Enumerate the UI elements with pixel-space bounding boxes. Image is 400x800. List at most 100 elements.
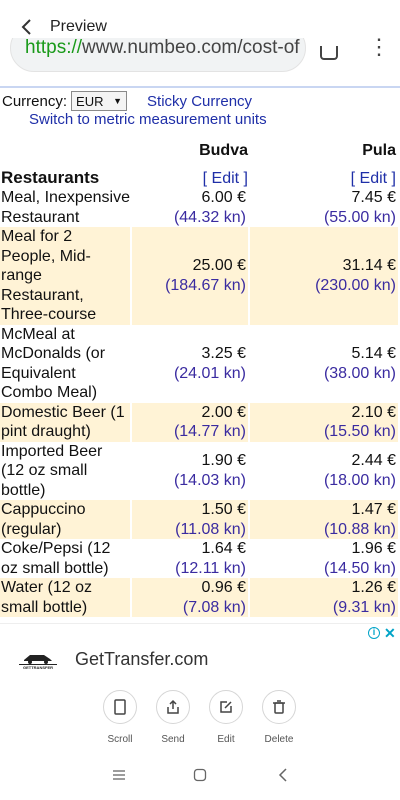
action-toolbar: Scroll Send Edit Delete [0, 690, 400, 752]
close-icon[interactable]: ✕ [384, 625, 396, 641]
price-budva-eur: 1.64 € [201, 540, 246, 557]
item-name-line: Combo Meal) [1, 384, 98, 401]
table-row: Water (12 oz small bottle) 0.96 € (7.08 kn)… [0, 578, 398, 617]
item-name-line: McMeal at [1, 325, 75, 343]
price-budva-eur: 0.96 € [201, 579, 246, 596]
price-budva: 2.00 € (14.77 kn) [132, 402, 250, 442]
item-name-line: Equivalent [1, 364, 76, 382]
price-pula: 1.26 € (9.31 kn) [250, 578, 398, 617]
svg-text:GETTRANSFER: GETTRANSFER [23, 665, 53, 670]
item-name-line: Domestic Beer (1 [1, 403, 125, 421]
gettransfer-logo: GETTRANSFER [19, 655, 57, 670]
price-budva-kn: (12.11 kn) [175, 559, 246, 577]
delete-button[interactable]: Delete [259, 690, 299, 745]
delete-label: Delete [264, 734, 294, 745]
currency-select[interactable]: EUR ▼ [71, 91, 128, 111]
trash-icon [262, 690, 296, 724]
price-pula-kn: (55.00 kn) [323, 208, 396, 226]
price-budva-eur: 6.00 € [201, 189, 246, 206]
item-name-line: (12 oz small [1, 462, 88, 479]
item-name-line: Coke/Pepsi (12 [1, 540, 111, 557]
price-budva-kn: (14.77 kn) [173, 423, 246, 440]
item-name-line: Three-course [1, 306, 97, 323]
price-pula: 1.96 € (14.50 kn) [250, 539, 398, 578]
price-budva-kn: (11.08 kn) [175, 520, 246, 538]
edit-label: Edit [217, 734, 235, 745]
price-budva: 1.50 € (11.08 kn) [132, 500, 250, 539]
tabs-icon[interactable] [320, 46, 338, 60]
item-name-line: Meal, Inexpensive [1, 189, 130, 206]
price-pula-eur: 1.96 € [351, 540, 396, 557]
price-pula-eur: 5.14 € [351, 345, 396, 362]
ad-text: GetTransfer.com [75, 649, 209, 669]
price-pula: 31.14 € (230.00 kn) [250, 227, 398, 325]
price-pula-kn: (15.50 kn) [323, 423, 396, 440]
ad-banner[interactable]: GETTRANSFER GetTransfer.com i ✕ [0, 623, 400, 687]
item-name-line: Restaurant [1, 208, 80, 226]
price-budva-kn: (14.03 kn) [173, 471, 246, 489]
table-row: Domestic Beer (1 pint draught) 2.00 € (14.7… [0, 402, 398, 442]
table-row: Meal for 2 People, Mid-range Restaurant, Th… [0, 227, 398, 325]
edit-budva-link[interactable]: [ Edit ] [202, 170, 248, 187]
currency-value: EUR [76, 93, 104, 109]
price-budva-kn: (7.08 kn) [182, 598, 246, 616]
chevron-left-icon[interactable] [6, 7, 46, 47]
price-budva-eur: 25.00 € [192, 257, 246, 275]
price-pula-kn: (10.88 kn) [323, 520, 396, 538]
metric-units-link[interactable]: Switch to metric measurement units [29, 111, 267, 128]
url-bar-area: https://www.numbeo.com/cost-of ⋮ [0, 38, 400, 88]
edit-pula-link[interactable]: [ Edit ] [350, 170, 396, 187]
edit-button[interactable]: Edit [206, 690, 246, 745]
price-pula-eur: 2.10 € [351, 403, 396, 421]
scroll-label: Scroll [107, 734, 133, 745]
item-name-line: Imported Beer [1, 442, 103, 460]
system-navigation [0, 758, 400, 800]
home-icon[interactable] [193, 768, 207, 787]
item-name: Imported Beer (12 oz small bottle) [0, 441, 132, 500]
item-name: McMeal at McDonalds (or Equivalent Combo Me… [0, 324, 132, 403]
item-name-line: small bottle) [1, 598, 88, 616]
price-budva: 0.96 € (7.08 kn) [132, 578, 250, 617]
recents-icon[interactable] [112, 768, 126, 786]
item-name: Meal, Inexpensive Restaurant [0, 188, 132, 227]
table-row: Imported Beer (12 oz small bottle) 1.90 € (1… [0, 441, 398, 501]
price-pula: 2.44 € (18.00 kn) [250, 442, 398, 501]
item-name-line: Cappuccino [1, 501, 86, 518]
more-icon[interactable]: ⋮ [368, 38, 390, 59]
price-pula-eur: 1.47 € [351, 501, 396, 518]
price-budva-eur: 1.90 € [201, 452, 246, 470]
price-budva: 6.00 € (44.32 kn) [132, 188, 250, 227]
edit-icon [209, 690, 243, 724]
item-name-line: Meal for 2 [1, 228, 73, 245]
price-pula-eur: 7.45 € [351, 189, 396, 206]
price-budva-eur: 2.00 € [201, 403, 246, 421]
send-button[interactable]: Send [153, 690, 193, 745]
price-pula-eur: 2.44 € [351, 452, 396, 470]
price-budva-kn: (44.32 kn) [173, 208, 246, 226]
back-icon[interactable] [278, 768, 288, 787]
info-icon[interactable]: i [368, 627, 380, 639]
price-pula: 5.14 € (38.00 kn) [250, 325, 398, 403]
item-name-line: (regular) [1, 520, 62, 538]
scroll-button[interactable]: Scroll [100, 690, 140, 745]
item-name-line: McDonalds (or [1, 345, 106, 362]
item-name-line: oz small bottle) [1, 559, 109, 577]
price-pula-kn: (9.31 kn) [332, 598, 396, 616]
table-body: Meal, Inexpensive Restaurant 6.00 € (44.32 … [0, 188, 398, 617]
section-row: Restaurants [ Edit ] [ Edit ] [0, 164, 398, 188]
item-name-line: People, Mid-range [1, 247, 91, 285]
price-pula: 7.45 € (55.00 kn) [250, 188, 398, 227]
item-name: Water (12 oz small bottle) [0, 578, 132, 617]
scroll-capture-icon [103, 690, 137, 724]
table-header: Budva Pula [0, 136, 398, 160]
url-bar[interactable]: https://www.numbeo.com/cost-of [10, 38, 306, 72]
table-row: Cappuccino (regular) 1.50 € (11.08 kn) 1.47 … [0, 500, 398, 539]
price-pula-kn: (230.00 kn) [315, 276, 396, 294]
share-icon [156, 690, 190, 724]
send-label: Send [161, 734, 185, 745]
sticky-currency-link[interactable]: Sticky Currency [147, 92, 253, 110]
price-budva: 25.00 € (184.67 kn) [132, 227, 250, 325]
item-name: Domestic Beer (1 pint draught) [0, 402, 132, 442]
section-title: Restaurants [1, 168, 100, 187]
item-name: Cappuccino (regular) [0, 500, 132, 539]
